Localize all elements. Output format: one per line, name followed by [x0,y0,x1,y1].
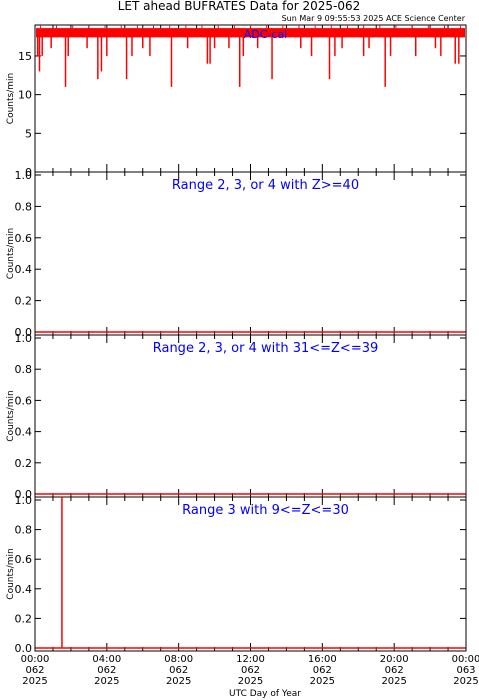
x-tick-label: 062 [25,665,44,676]
y-tick-label: 0.6 [15,394,33,407]
y-tick-label: 15 [18,50,32,63]
series-label: Range 2, 3, or 4 with 31<=Z<=39 [153,341,379,356]
y-tick-label: 0.2 [15,612,33,625]
x-tick-label: 12:00 [236,654,265,665]
panel-frame [34,24,467,173]
x-tick-label: 062 [97,665,116,676]
x-tick-label: 16:00 [308,654,337,665]
y-axis-label: Counts/min [6,548,16,599]
panel-2: 0.0 0.2 0.4 0.6 0.8 1.0 Counts/min Range 2, 3, … [6,169,467,339]
y-tick-label: 0.2 [15,457,33,470]
y-tick-label: 0.8 [15,524,33,537]
panel-3: 0.0 0.2 0.4 0.6 0.8 1.0 Counts/min Range 2, 3, … [6,332,467,501]
x-tick-label: 2025 [238,676,263,687]
x-tick-label: 2025 [166,676,191,687]
x-tick-label: 00:00 [21,654,50,665]
y-axis-label: Counts/min [6,73,16,124]
x-tick-label: 062 [241,665,260,676]
series-label: Range 3 with 9<=Z<=30 [182,503,349,518]
x-tick-label: 062 [169,665,188,676]
y-tick-label: 0.4 [15,263,33,276]
y-tick-label: 0.8 [15,363,33,376]
y-tick-label: 1.0 [15,332,33,345]
series-label: Range 2, 3, or 4 with Z>=40 [172,178,359,193]
x-tick-label: 20:00 [380,654,409,665]
x-tick-label: 063 [456,665,475,676]
x-tick-label: 00:00 [452,654,479,665]
y-tick-label: 1.0 [15,169,33,182]
panel-frame [34,334,467,498]
y-tick-label: 0.6 [15,232,33,245]
x-tick-label: 2025 [453,676,478,687]
panel-4: 0.0 0.2 0.4 0.6 0.8 1.0 Counts/min Range 3 with… [6,494,479,687]
y-tick-label: 0.0 [15,326,33,339]
y-tick-label: 0.4 [15,583,33,596]
data-band [36,28,465,38]
series-label: ADC-cal [244,28,288,41]
y-tick-label: 0 [25,166,32,179]
x-tick-label: 04:00 [92,654,121,665]
y-tick-label: 0.4 [15,426,33,439]
chart-title: LET ahead BUFRATES Data for 2025-062 [118,0,360,13]
y-tick-label: 5 [25,127,32,140]
panel-frame [34,496,467,652]
y-tick-label: 0.6 [15,553,33,566]
x-tick-label: 2025 [381,676,406,687]
x-tick-label: 062 [385,665,404,676]
x-tick-label: 2025 [22,676,47,687]
x-tick-label: 08:00 [164,654,193,665]
y-tick-label: 0.0 [15,642,33,655]
panels: 051015Counts/minADC-cal0.00.20.40.60.81.… [6,24,479,687]
y-tick-label: 0.0 [15,488,33,501]
x-tick-label: 2025 [94,676,119,687]
y-tick-label: 1.0 [15,494,33,507]
x-axis-label: UTC Day of Year [229,689,301,699]
panel-frame [34,171,467,336]
y-tick-label: 0.2 [15,295,33,308]
y-axis-label: Counts/min [6,390,16,441]
y-axis-label: Counts/min [6,228,16,279]
timestamp-label: Sun Mar 9 09:55:53 2025 ACE Science Cent… [282,14,466,23]
y-tick-label: 0.8 [15,200,33,213]
x-tick-label: 2025 [310,676,335,687]
x-tick-label: 062 [313,665,332,676]
y-tick-label: 10 [18,89,32,102]
